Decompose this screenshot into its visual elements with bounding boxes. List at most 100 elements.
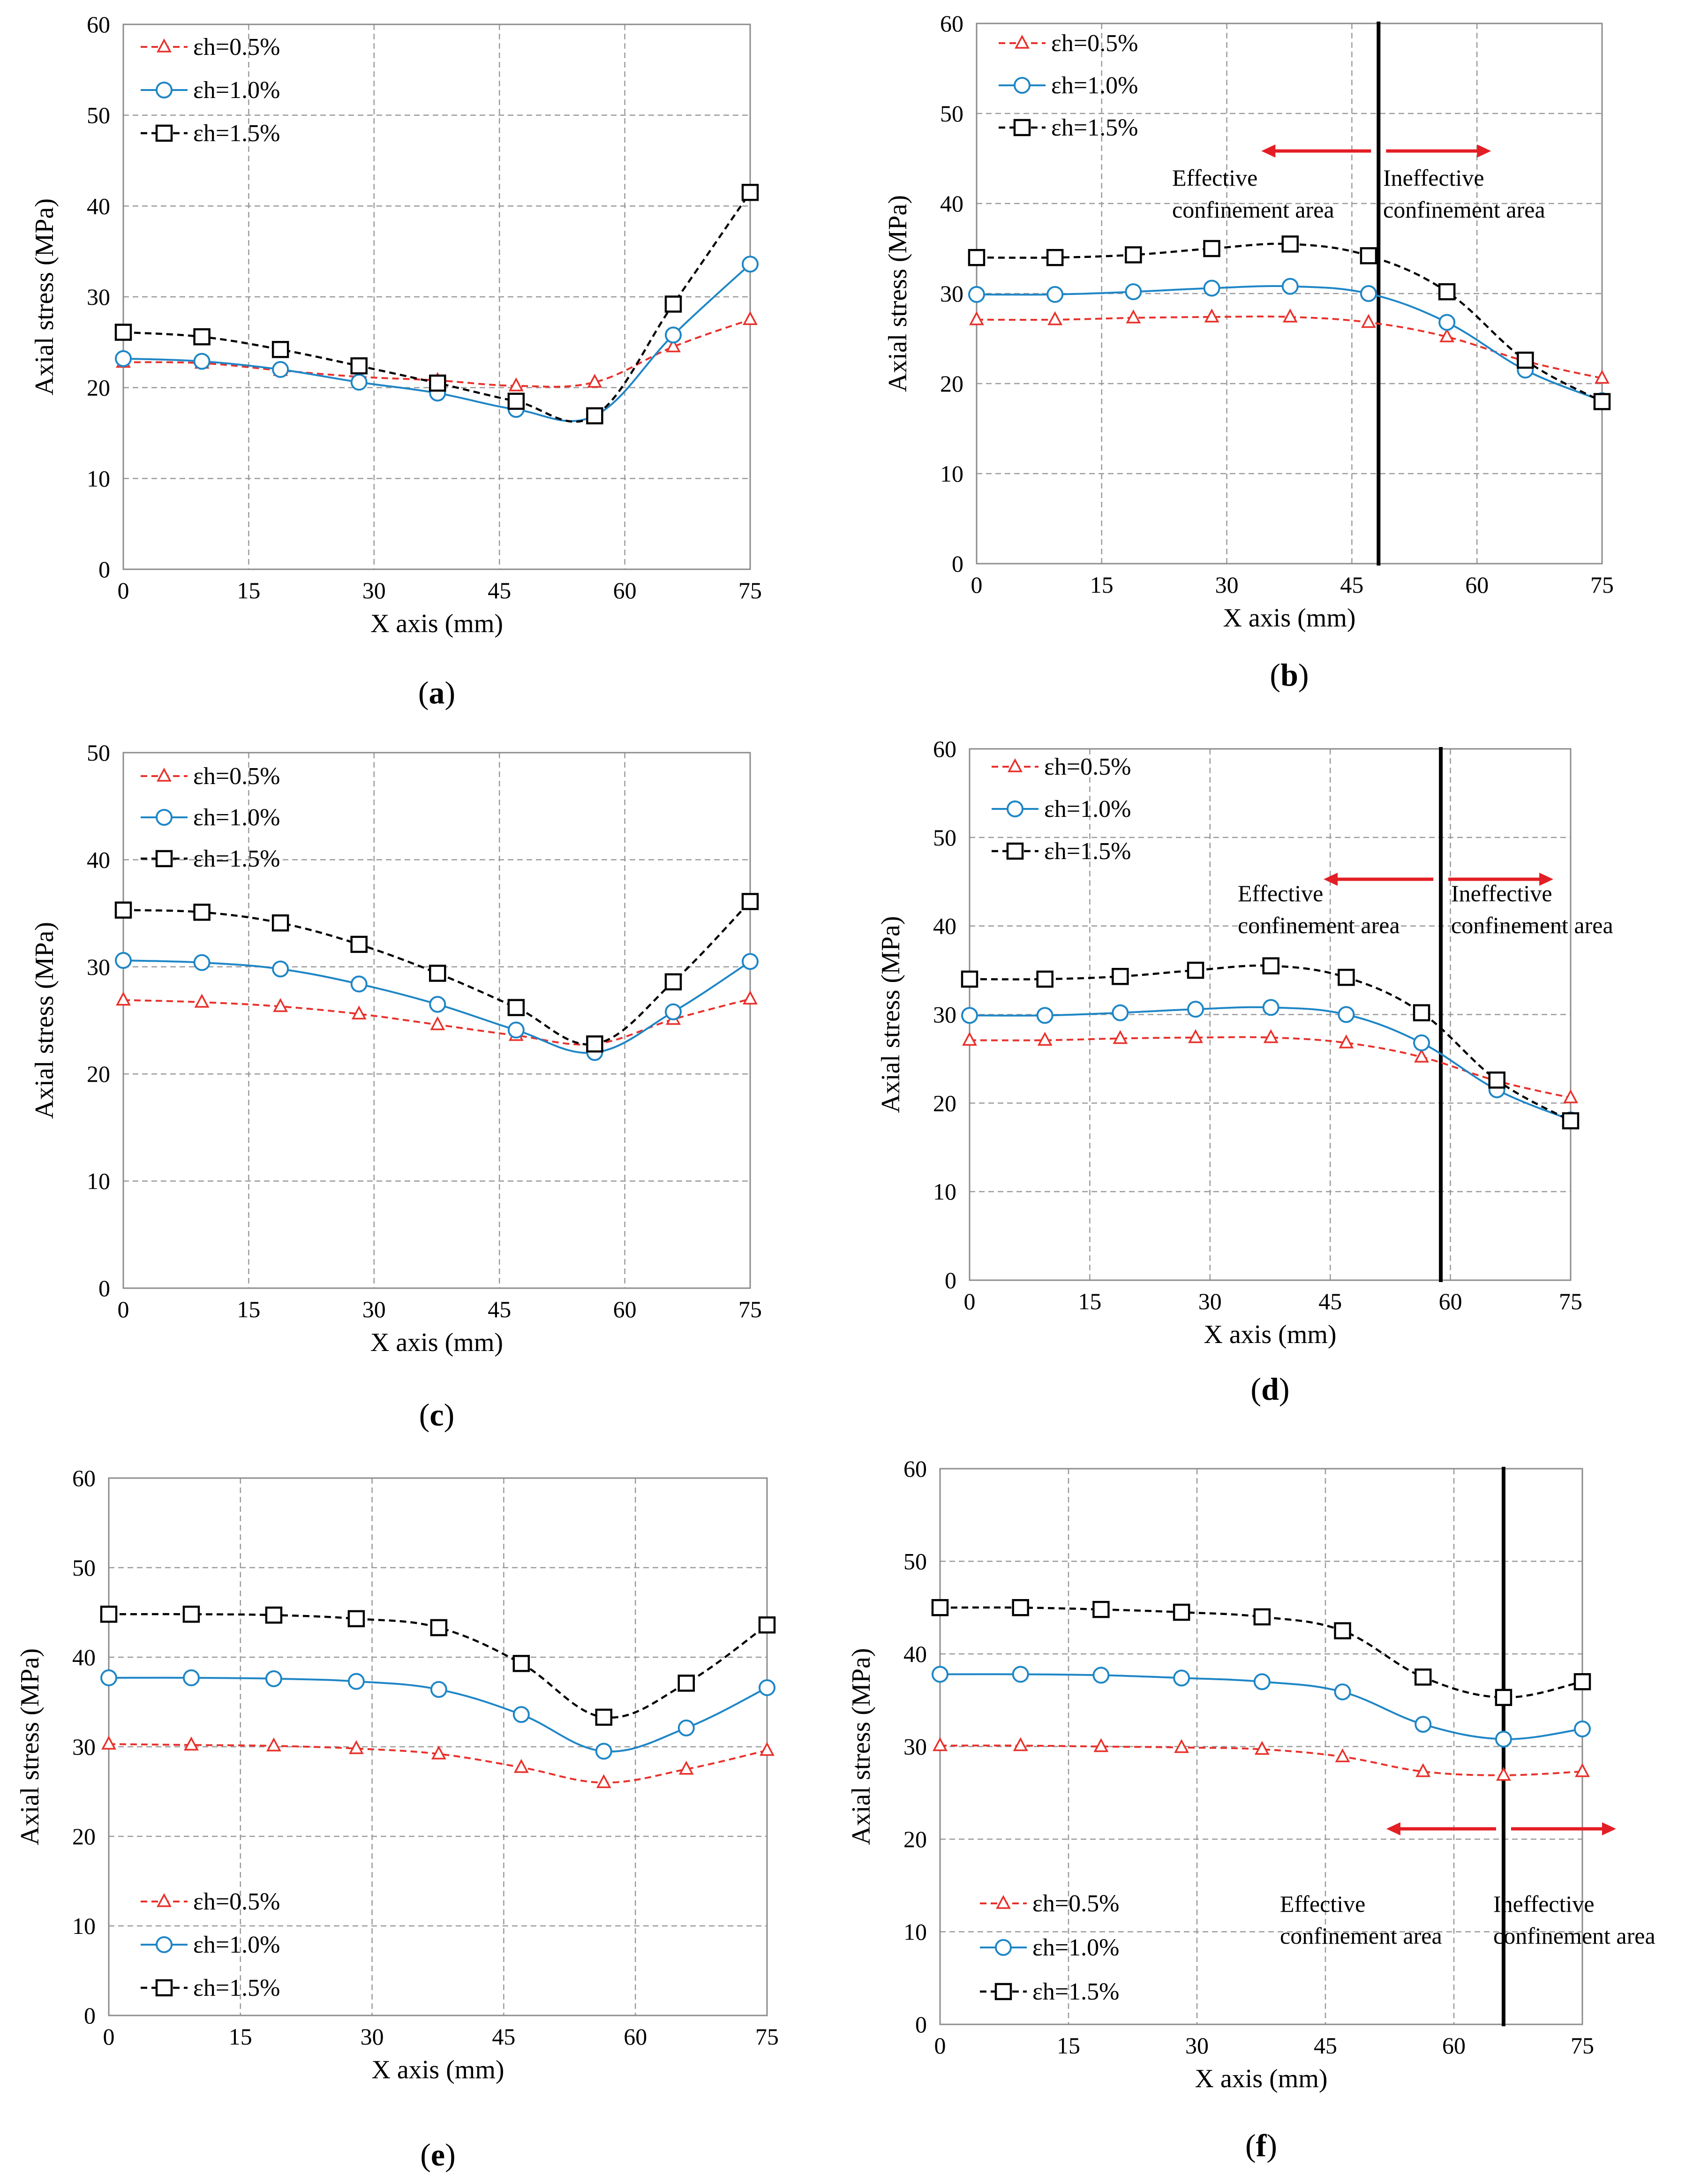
x-tick-label: 0: [118, 577, 129, 604]
x-tick-label: 15: [1090, 572, 1114, 598]
y-tick-label: 60: [87, 11, 110, 38]
data-point: [1046, 286, 1064, 303]
legend-marker: [156, 809, 173, 826]
legend-label: εh=1.0%: [193, 804, 280, 831]
y-tick-label: 50: [87, 740, 110, 766]
y-tick-label: 20: [72, 1823, 96, 1849]
data-point: [429, 374, 446, 392]
y-tick-label: 10: [940, 460, 963, 487]
x-tick-label: 45: [488, 577, 511, 604]
series-eh-1-0: [115, 952, 759, 1061]
data-point: [1126, 309, 1141, 324]
data-point: [742, 953, 759, 970]
data-point: [664, 973, 682, 991]
legend-label: εh=0.5%: [1044, 754, 1131, 780]
legend-label: εh=1.0%: [193, 1932, 280, 1958]
x-axis-label: X axis (mm): [370, 609, 503, 638]
legend-marker: [1006, 842, 1024, 860]
data-point: [265, 1606, 283, 1624]
y-tick-label: 50: [933, 824, 956, 851]
y-tick-label: 10: [933, 1178, 956, 1205]
data-point: [741, 184, 759, 201]
data-point: [1203, 240, 1220, 257]
chart-panel-b: 0 10 20 30 40 50 60 0 15 30 45 60 75 X axis (mm) Axial…: [883, 10, 1614, 693]
data-point: [429, 996, 446, 1013]
x-tick-label: 60: [1439, 1288, 1462, 1314]
data-point: [759, 1679, 775, 1696]
data-point: [266, 1737, 281, 1751]
data-point: [1415, 1763, 1431, 1777]
y-tick-label: 20: [87, 1061, 110, 1087]
series-eh-1-5: [968, 235, 1611, 410]
data-point: [664, 1003, 682, 1020]
data-point: [587, 374, 602, 388]
data-point: [1338, 968, 1355, 986]
data-point: [962, 1032, 977, 1046]
gridlines: [123, 23, 751, 569]
series-line: [123, 900, 751, 1046]
data-point: [1036, 1007, 1053, 1024]
panel-caption: (f): [1245, 2128, 1277, 2163]
legend-label: εh=1.5%: [193, 120, 280, 147]
y-tick-label: 30: [903, 1734, 927, 1760]
x-tick-label: 15: [237, 577, 260, 604]
data-point: [193, 328, 211, 346]
series-line: [123, 192, 751, 423]
data-point: [350, 357, 368, 375]
x-tick-label: 30: [361, 2023, 384, 2050]
data-point: [742, 256, 759, 273]
y-tick-label: 60: [933, 736, 956, 762]
data-point: [677, 1719, 695, 1736]
x-tick-label: 30: [1185, 2032, 1209, 2059]
caption-paren-open: (: [1245, 2128, 1256, 2163]
series-eh-0-5: [933, 1737, 1590, 1781]
series-eh-1-0: [115, 256, 759, 424]
legend: εh=0.5% εh=1.0% εh=1.5%: [980, 1890, 1119, 2005]
data-point: [184, 1736, 199, 1751]
effective-area-label: confinement area: [1172, 196, 1334, 223]
ineffective-area-label: Ineffective: [1383, 165, 1484, 191]
data-point: [758, 1616, 776, 1634]
series-eh-1-5: [114, 184, 759, 424]
caption-letter: b: [1280, 657, 1298, 693]
data-point: [1112, 968, 1129, 985]
data-point: [1047, 311, 1063, 325]
y-tick-label: 40: [87, 193, 110, 219]
series-eh-0-5: [969, 308, 1610, 384]
series-line: [940, 1606, 1583, 1699]
effective-area-label: Effective: [1238, 880, 1323, 906]
data-point: [1037, 1032, 1053, 1046]
data-point: [1188, 1029, 1203, 1043]
legend-label: εh=1.5%: [193, 1975, 280, 2001]
chart-panel-d: 0 10 20 30 40 50 60 0 15 30 45 60 75 X axis (mm) Axial…: [876, 736, 1613, 1407]
caption-paren-close: ): [1298, 657, 1309, 693]
series-eh-1-5: [961, 957, 1580, 1130]
data-point: [1203, 279, 1220, 297]
plot-area-frame: [122, 23, 751, 570]
x-tick-label: 0: [971, 572, 983, 598]
data-point: [265, 1670, 282, 1687]
legend-label: εh=1.5%: [1051, 114, 1138, 141]
data-point: [1488, 1071, 1505, 1089]
x-axis-label: X axis (mm): [1223, 604, 1355, 633]
y-tick-label: 60: [940, 10, 963, 37]
y-tick-label: 50: [903, 1548, 927, 1575]
data-point: [1093, 1738, 1109, 1752]
x-tick-label: 15: [1078, 1288, 1101, 1314]
y-tick-label: 20: [903, 1826, 927, 1852]
arrow-head: [1324, 873, 1338, 886]
data-point: [666, 338, 681, 353]
data-point: [182, 1669, 200, 1686]
legend-label: εh=0.5%: [1032, 1890, 1119, 1917]
effective-area-label: Effective: [1172, 165, 1257, 191]
data-point: [1112, 1004, 1129, 1021]
y-tick-label: 10: [903, 1919, 927, 1945]
data-point: [1012, 1666, 1029, 1683]
series-line: [123, 263, 751, 423]
legend: εh=0.5% εh=1.0% εh=1.5%: [141, 1888, 280, 2001]
data-point: [430, 1619, 448, 1637]
arrow-head: [1386, 1822, 1400, 1835]
data-point: [760, 1742, 775, 1756]
caption-paren-open: (: [1250, 1371, 1261, 1407]
legend-label: εh=1.5%: [1032, 1978, 1119, 2005]
